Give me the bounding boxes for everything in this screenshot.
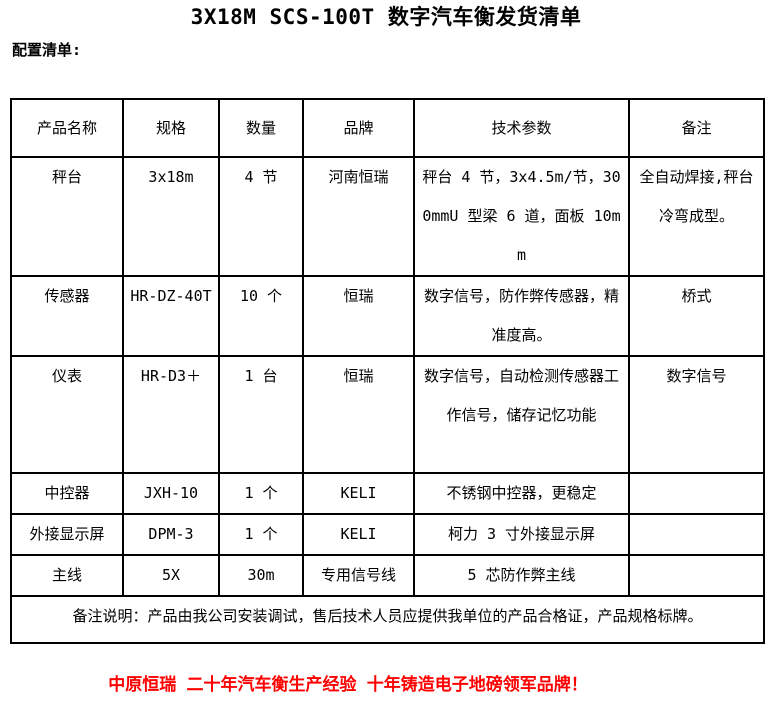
table-row: 秤台 3x18m 4 节 河南恒瑞 秤台 4 节，3x4.5m/节，300mmU… bbox=[10, 156, 765, 277]
cell-remark bbox=[628, 513, 765, 556]
table-remark-row: 备注说明：产品由我公司安装调试，售后技术人员应提供我单位的产品合格证，产品规格标… bbox=[10, 595, 765, 644]
cell-product-name: 秤台 bbox=[10, 156, 124, 277]
cell-quantity: 1 个 bbox=[218, 513, 304, 556]
cell-tech-params: 柯力 3 寸外接显示屏 bbox=[413, 513, 630, 556]
cell-tech-params: 数字信号，防作弊传感器，精准度高。 bbox=[413, 275, 630, 357]
brand-slogan: 中原恒瑞 二十年汽车衡生产经验 十年铸造电子地磅领军品牌！ bbox=[108, 675, 588, 695]
cell-quantity: 1 个 bbox=[218, 472, 304, 515]
column-header-product-name: 产品名称 bbox=[10, 98, 124, 158]
remark-note: 备注说明：产品由我公司安装调试，售后技术人员应提供我单位的产品合格证，产品规格标… bbox=[10, 595, 765, 644]
column-header-brand: 品牌 bbox=[302, 98, 415, 158]
cell-tech-params: 数字信号，自动检测传感器工作信号，储存记忆功能 bbox=[413, 355, 630, 474]
cell-spec: 5X bbox=[122, 554, 220, 597]
cell-product-name: 传感器 bbox=[10, 275, 124, 357]
cell-product-name: 中控器 bbox=[10, 472, 124, 515]
document-title: 3X18M SCS-100T 数字汽车衡发货清单 bbox=[190, 5, 582, 29]
cell-brand: 河南恒瑞 bbox=[302, 156, 415, 277]
cell-tech-params: 5 芯防作弊主线 bbox=[413, 554, 630, 597]
cell-quantity: 4 节 bbox=[218, 156, 304, 277]
cell-remark bbox=[628, 472, 765, 515]
cell-remark bbox=[628, 554, 765, 597]
cell-brand: KELI bbox=[302, 513, 415, 556]
cell-brand: 专用信号线 bbox=[302, 554, 415, 597]
cell-spec: HR-D3＋ bbox=[122, 355, 220, 474]
cell-brand: 恒瑞 bbox=[302, 355, 415, 474]
cell-quantity: 1 台 bbox=[218, 355, 304, 474]
table-header-row: 产品名称 规格 数量 品牌 技术参数 备注 bbox=[10, 98, 765, 158]
config-table: 产品名称 规格 数量 品牌 技术参数 备注 秤台 3x18m 4 节 河南恒瑞 … bbox=[10, 98, 765, 644]
cell-tech-params: 秤台 4 节，3x4.5m/节，300mmU 型梁 6 道，面板 10mm bbox=[413, 156, 630, 277]
cell-remark: 桥式 bbox=[628, 275, 765, 357]
table-row: 主线 5X 30m 专用信号线 5 芯防作弊主线 bbox=[10, 554, 765, 597]
cell-spec: 3x18m bbox=[122, 156, 220, 277]
cell-tech-params: 不锈钢中控器，更稳定 bbox=[413, 472, 630, 515]
cell-quantity: 10 个 bbox=[218, 275, 304, 357]
cell-quantity: 30m bbox=[218, 554, 304, 597]
cell-spec: HR-DZ-40T bbox=[122, 275, 220, 357]
column-header-tech-params: 技术参数 bbox=[413, 98, 630, 158]
cell-remark: 数字信号 bbox=[628, 355, 765, 474]
table-row: 外接显示屏 DPM-3 1 个 KELI 柯力 3 寸外接显示屏 bbox=[10, 513, 765, 556]
config-list-label: 配置清单: bbox=[12, 41, 82, 59]
cell-spec: JXH-10 bbox=[122, 472, 220, 515]
cell-brand: KELI bbox=[302, 472, 415, 515]
column-header-quantity: 数量 bbox=[218, 98, 304, 158]
cell-product-name: 主线 bbox=[10, 554, 124, 597]
column-header-remark: 备注 bbox=[628, 98, 765, 158]
cell-remark: 全自动焊接,秤台冷弯成型。 bbox=[628, 156, 765, 277]
cell-brand: 恒瑞 bbox=[302, 275, 415, 357]
column-header-spec: 规格 bbox=[122, 98, 220, 158]
table-row: 仪表 HR-D3＋ 1 台 恒瑞 数字信号，自动检测传感器工作信号，储存记忆功能… bbox=[10, 355, 765, 474]
table-row: 传感器 HR-DZ-40T 10 个 恒瑞 数字信号，防作弊传感器，精准度高。 … bbox=[10, 275, 765, 357]
cell-spec: DPM-3 bbox=[122, 513, 220, 556]
table-row: 中控器 JXH-10 1 个 KELI 不锈钢中控器，更稳定 bbox=[10, 472, 765, 515]
cell-product-name: 仪表 bbox=[10, 355, 124, 474]
cell-product-name: 外接显示屏 bbox=[10, 513, 124, 556]
